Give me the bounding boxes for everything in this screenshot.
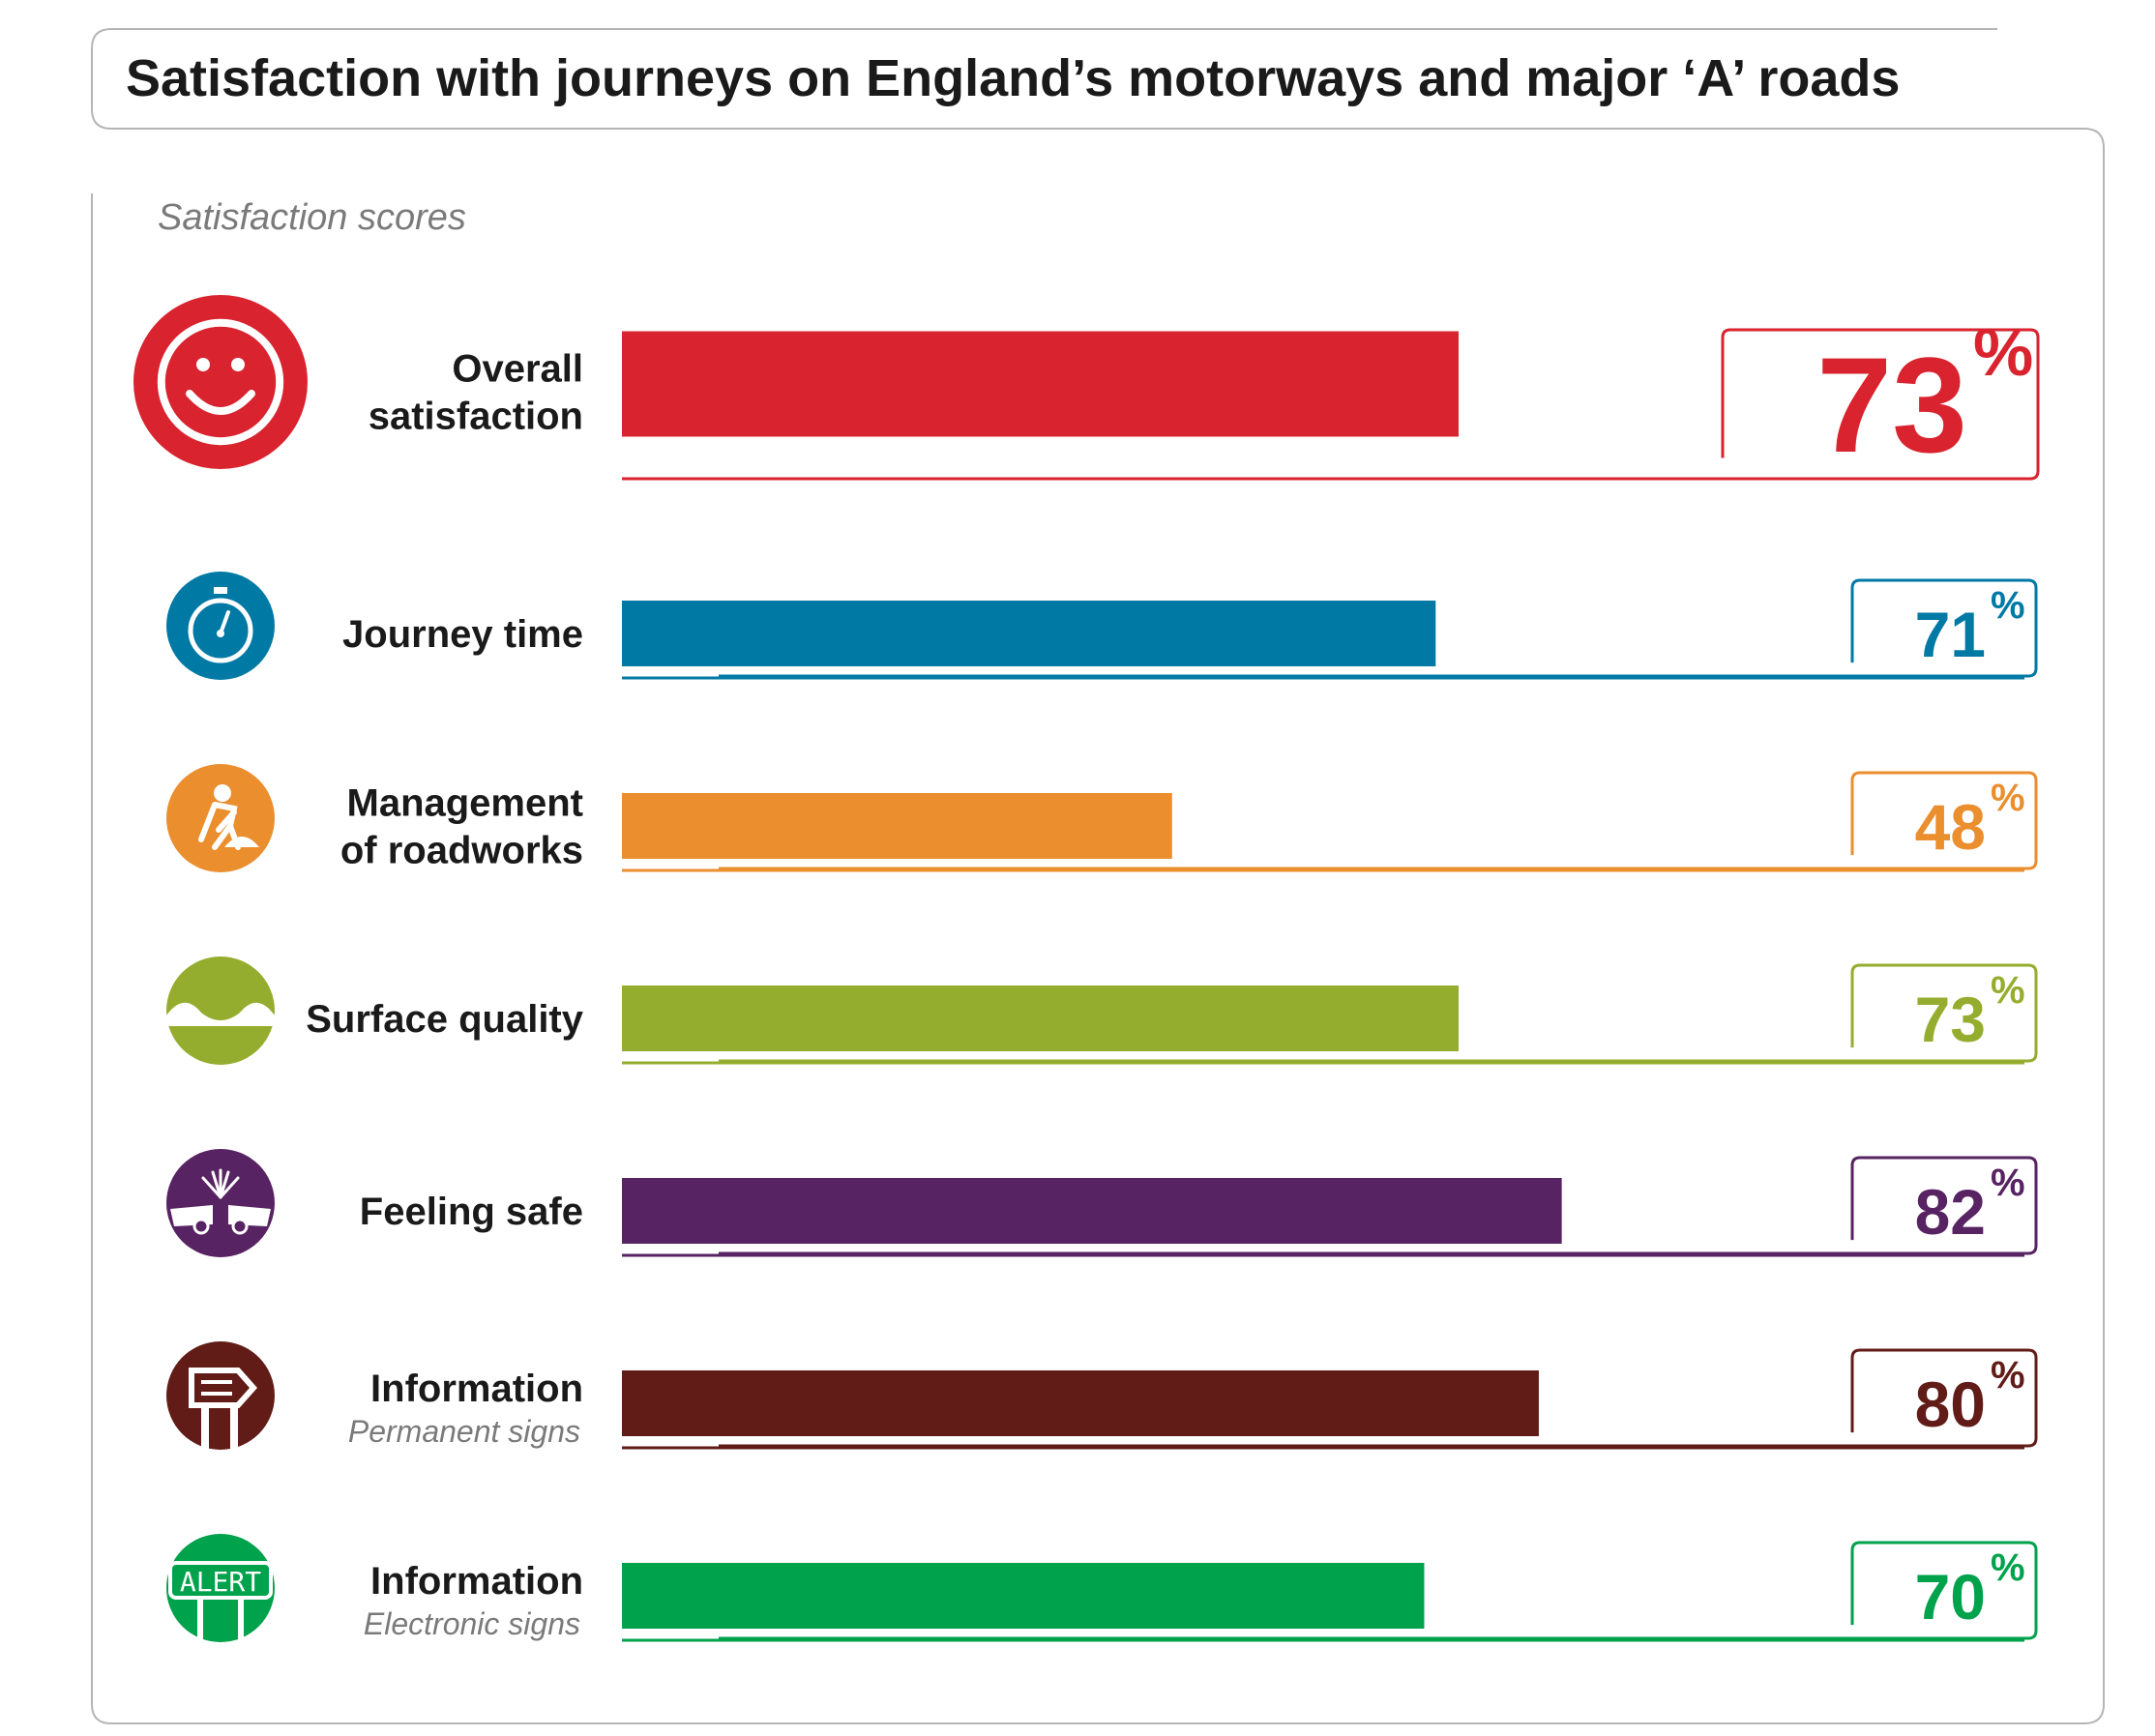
value-label: 71 [1915,599,1986,670]
percent-sign: % [1991,1162,2025,1204]
road-surface-icon [166,956,275,1065]
chart-row: Overall satisfaction 73% [133,295,2040,481]
chart-row: Information Permanent signs 80% [166,1341,2038,1450]
bar [622,1178,1562,1244]
category-label: Overall [452,348,583,391]
value-label: 70 [1915,1561,1986,1633]
stopwatch-icon [166,572,275,680]
signpost-icon [166,1341,275,1450]
category-label: Feeling safe [360,1191,583,1233]
chart-row: Feeling safe 82% [166,1149,2038,1257]
value-label: 48 [1915,791,1986,863]
percent-sign: % [1991,1546,2025,1589]
chart-row: Surface quality 73% [166,956,2038,1065]
value-box [719,328,2040,481]
alert-sign-icon: ALERT [166,1534,275,1642]
bar [622,1563,1425,1629]
percent-sign: % [1973,314,2033,390]
title-box [91,28,2105,1724]
category-label: Information [370,1560,583,1603]
category-label: Information [370,1368,583,1410]
value-box [719,963,2038,1063]
chart-row: Journey time 71% [166,572,2038,680]
chart-title: Satisfaction with journeys on England’s … [126,49,1900,107]
chart-row: Management of roadworks 48% [166,764,2038,872]
category-label: Journey time [342,613,583,656]
bar [622,986,1459,1051]
alert-sign-text: ALERT [180,1566,261,1598]
percent-sign: % [1991,777,2025,819]
chart-subtitle: Satisfaction scores [158,197,466,238]
value-box [719,771,2038,870]
smiley-face-icon [133,295,308,469]
category-sublabel: Permanent signs [348,1414,580,1449]
category-label: satisfaction [369,396,583,438]
percent-sign: % [1991,969,2025,1012]
category-label: Surface quality [306,998,584,1041]
bar [622,793,1172,859]
bar [622,601,1436,666]
car-collision-icon [166,1149,275,1257]
category-label: Management [347,782,584,825]
bar [622,1370,1539,1436]
value-label: 82 [1915,1176,1986,1248]
value-box [719,578,2038,678]
value-box [719,1156,2038,1255]
category-label: of roadworks [340,830,583,872]
value-box [719,1541,2038,1640]
percent-sign: % [1991,584,2025,627]
value-label: 73 [1816,329,1967,481]
category-sublabel: Electronic signs [364,1606,580,1641]
value-label: 73 [1915,984,1986,1055]
roadworker-icon [166,764,275,872]
value-box [719,1348,2038,1448]
percent-sign: % [1991,1354,2025,1397]
value-label: 80 [1915,1368,1986,1440]
bar [622,331,1459,437]
